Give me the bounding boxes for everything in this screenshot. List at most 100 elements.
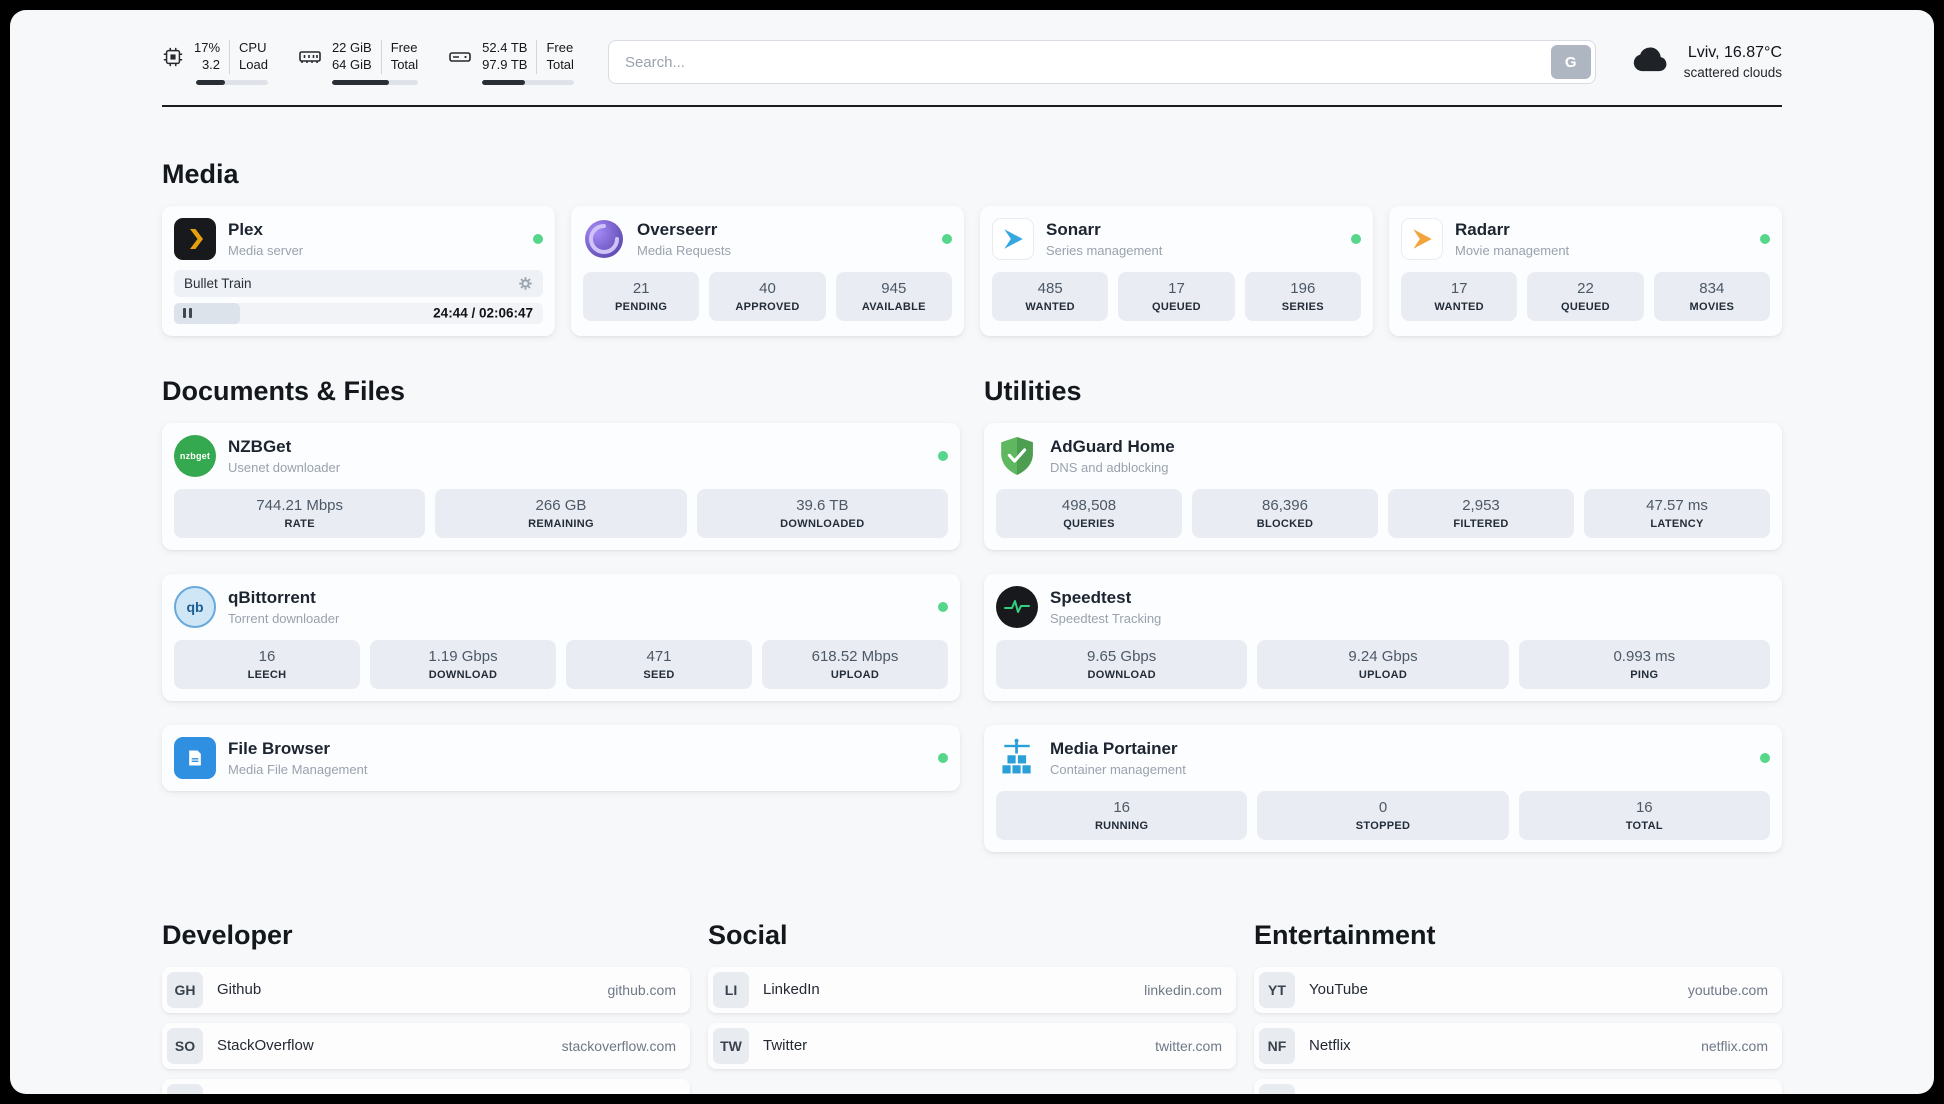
bookmark-name: Netflix [1309,1037,1351,1055]
overseerr-icon [583,218,625,260]
app-card-overseerr[interactable]: Overseerr Media Requests 21 PENDING 40 A… [571,205,964,336]
app-card-plex[interactable]: Plex Media server Bullet Train [162,205,555,336]
search-input[interactable] [607,40,1596,85]
stat-label: UPLOAD [830,668,880,681]
app-card-nzbget[interactable]: nzbget NZBGet Usenet downloader 744.21 M… [162,422,960,550]
weather-condition: scattered clouds [1683,65,1782,81]
app-name: Media Portainer [1050,738,1178,758]
stat-label: LATENCY [1650,517,1704,530]
ram-total: 64 GiB [331,56,372,72]
stat-chip: 744.21 Mbps RATE [174,488,426,538]
stat-label: REMAINING [528,517,594,530]
stat-value: 0.993 ms [1613,647,1676,665]
app-card-radarr[interactable]: Radarr Movie management 17 WANTED 22 QUE… [1389,205,1782,336]
section-title-social: Social [708,919,788,950]
bookmark-name: Twitter [763,1037,808,1055]
cpu-load: 3.2 [201,56,221,72]
bookmark-name: DEV [217,1093,248,1094]
github-icon: GH [167,971,203,1008]
radarr-icon [1401,217,1443,260]
stat-value: 945 [881,279,907,297]
stat-chip: 2,953 FILTERED [1388,488,1574,538]
app-card-portainer[interactable]: Media Portainer Container management 16 … [984,724,1782,852]
settings-gear-icon[interactable] [518,276,533,291]
stat-label: DOWNLOADED [780,517,865,530]
pause-icon[interactable] [183,308,192,319]
stat-label: BLOCKED [1256,517,1314,530]
stat-label: QUEUED [1152,300,1201,313]
bookmark-github[interactable]: GH Github github.com [162,966,690,1013]
stat-value: 17 [1168,279,1185,297]
portainer-icon [996,737,1038,779]
bookmark-linkedin[interactable]: LI LinkedIn linkedin.com [708,966,1236,1013]
app-card-sonarr[interactable]: Sonarr Series management 485 WANTED 17 Q… [980,205,1373,336]
app-card-speedtest[interactable]: Speedtest Speedtest Tracking 9.65 Gbps D… [984,573,1782,701]
now-playing-title: Bullet Train [184,275,252,291]
stat-value: 196 [1290,279,1316,297]
stat-chip: 266 GB REMAINING [435,488,687,538]
bookmark-name: Github [217,981,262,999]
bookmark-name: Reddit [1309,1093,1352,1094]
stat-value: 86,396 [1262,496,1308,514]
stat-chip: 498,508 QUERIES [996,488,1182,538]
seek-bar[interactable]: 24:44 / 02:06:47 [174,302,543,324]
utilities-column: Utilities AdGuard Home [984,336,1782,876]
stat-label: PENDING [615,300,668,313]
app-card-qbittorrent[interactable]: qb qBittorrent Torrent downloader 16 LEE… [162,573,960,701]
bookmark-name: StackOverflow [217,1037,314,1055]
bookmark-dev[interactable]: DT DEV dev.to [162,1078,690,1094]
app-card-filebrowser[interactable]: File Browser Media File Management [162,724,960,791]
stat-chip: 16 RUNNING [996,790,1248,840]
bookmark-reddit[interactable]: RE Reddit reddit.com [1254,1078,1782,1094]
cpu-stat: 17% 3.2 CPU Load [162,40,268,85]
stat-chip: 47.57 ms LATENCY [1584,488,1770,538]
stat-value: 16 [1113,798,1130,816]
stat-value: 498,508 [1061,496,1117,514]
plex-icon [174,217,216,260]
stat-value: 40 [759,279,776,297]
bookmark-netflix[interactable]: NF Netflix netflix.com [1254,1022,1782,1069]
bookmark-url: github.com [607,981,676,998]
bookmark-url: linkedin.com [1144,981,1222,998]
status-online-dot [938,752,948,763]
status-online-dot [1351,233,1361,244]
ram-label-bottom: Total [390,56,419,72]
app-name: AdGuard Home [1050,436,1175,456]
stat-value: 17 [1450,279,1468,297]
stat-value: 21 [632,279,650,297]
developer-column: Developer GH Github github.com SO StackO… [162,884,690,1094]
bookmark-twitter[interactable]: TW Twitter twitter.com [708,1022,1236,1069]
stat-chip: 22 QUEUED [1527,271,1644,321]
stat-value: 471 [646,647,672,665]
status-online-dot [938,601,948,612]
stat-label: WANTED [1025,300,1075,313]
app-subtitle: Media File Management [228,761,368,777]
stat-chip: 21 PENDING [583,271,700,321]
app-name: Plex [228,219,263,239]
documents-column: Documents & Files nzbget NZBGet Usenet d… [162,336,960,815]
stat-chip: 1.19 Gbps DOWNLOAD [370,639,556,689]
stat-value: 0 [1378,798,1388,816]
app-card-adguard[interactable]: AdGuard Home DNS and adblocking 498,508 … [984,422,1782,550]
status-online-dot [1760,752,1770,763]
search-box: G [607,40,1596,85]
stat-value: 2,953 [1462,496,1500,514]
app-name: Radarr [1455,219,1510,239]
bookmark-youtube[interactable]: YT YouTube youtube.com [1254,966,1782,1013]
cpu-progress-bar [196,79,268,85]
bookmark-stackoverflow[interactable]: SO StackOverflow stackoverflow.com [162,1022,690,1069]
disk-icon [448,45,472,69]
stat-value: 618.52 Mbps [811,647,899,665]
ram-icon [298,45,322,69]
stat-label: SERIES [1281,300,1324,313]
stat-value: 9.65 Gbps [1087,647,1157,665]
stat-label: QUERIES [1063,517,1115,530]
seek-progress [174,302,241,324]
search-engine-button[interactable]: G [1550,45,1591,80]
ram-stat: 22 GiB 64 GiB Free Total [298,40,419,85]
status-online-dot [1760,233,1770,244]
stat-label: RUNNING [1094,819,1149,832]
stat-chip: 16 TOTAL [1518,790,1770,840]
app-name: NZBGet [228,436,292,456]
app-subtitle: Series management [1046,242,1163,258]
